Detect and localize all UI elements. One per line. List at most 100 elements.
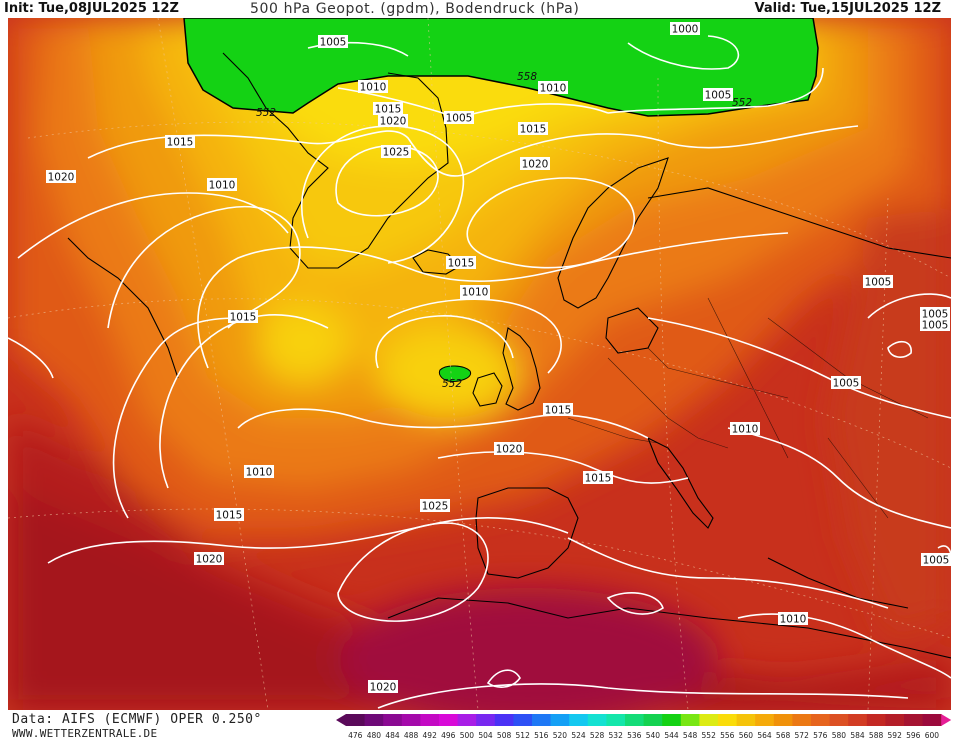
height-label: 558 (517, 71, 537, 83)
isobar-label: 1020 (520, 157, 550, 171)
valid-time: Valid: Tue,15JUL2025 12Z (754, 1, 941, 16)
colorbar-arrow-right (941, 714, 952, 726)
colorbar: 476 480 484 488 492 496 500 504 508 512 516 520 524 5… (336, 714, 952, 740)
isobar-label-text: 1020 (496, 444, 523, 456)
colorbar-cell (532, 714, 551, 726)
colorbar-cell (439, 714, 458, 726)
isobar-label: 1025 (381, 145, 411, 159)
colorbar-cell (718, 714, 737, 726)
isobar-label-text: 1020 (48, 172, 75, 184)
colorbar-tick-label: 516 (534, 731, 549, 740)
height-label: 552 (442, 378, 462, 390)
colorbar-tick-label: 520 (553, 731, 568, 740)
scandinavia-coast (557, 157, 669, 309)
iberia-coast (475, 487, 579, 579)
colorbar-tick-label: 592 (888, 731, 903, 740)
isobar-label-text: 1000 (672, 24, 699, 36)
isobar-label-text: 1010 (462, 287, 489, 299)
colorbar-tick-label: 548 (683, 731, 698, 740)
isobar-label: 1015 (214, 508, 244, 522)
colorbar-tick-label: 492 (423, 731, 438, 740)
colorbar-tick-label: 524 (571, 731, 586, 740)
turkey-coast (767, 557, 909, 609)
isobar-label: 1010 (538, 81, 568, 95)
isobar-label: 1015 (446, 256, 476, 270)
isobar-label: 1010 (778, 612, 808, 626)
height-label: 552 (256, 107, 276, 119)
init-time: Init: Tue,08JUL2025 12Z (4, 1, 179, 16)
height-labels: 552 558 552 552 (256, 71, 752, 390)
isobar-label: 1020 (194, 552, 224, 566)
map-canvas: 1005 1000 1010 1010 1005 1015 1020 1005 … (8, 18, 951, 710)
colorbar-tick-label: 568 (776, 731, 791, 740)
isobar-label-text: 1010 (540, 83, 567, 95)
isobar-label: 1005 (318, 35, 348, 49)
colorbar-tick-label: 564 (757, 731, 772, 740)
isobar-label: 1010 (358, 80, 388, 94)
colorbar-tick-label: 488 (404, 731, 419, 740)
isobar-label: 1005 (831, 376, 861, 390)
colorbar-tick-label: 512 (516, 731, 531, 740)
colorbar-cell (457, 714, 477, 726)
isobar-label-text: 1015 (545, 405, 572, 417)
isobar-label: 1010 (244, 465, 274, 479)
colorbar-tick-label: 540 (646, 731, 661, 740)
italy-coast (646, 436, 714, 529)
geopotential-field (8, 18, 951, 710)
isobar-label: 1020 (46, 170, 76, 184)
isobar-label-text: 1005 (922, 320, 949, 332)
isobar-label: 1005 (921, 553, 951, 567)
colorbar-cell (736, 714, 756, 726)
isobar-label-text: 1025 (383, 147, 410, 159)
colorbar-cell (866, 714, 886, 726)
colorbar-tick-label: 556 (720, 731, 735, 740)
isobar-label-text: 1010 (780, 614, 807, 626)
colorbar-cell (494, 714, 514, 726)
isobar-label: 1005 (920, 318, 950, 332)
ireland-coast (472, 372, 503, 407)
colorbar-cell (755, 714, 775, 726)
colorbar-tick-label: 560 (739, 731, 754, 740)
colorbar-cell (680, 714, 700, 726)
north-america-coast (67, 237, 179, 379)
cutoff-low-552 (438, 365, 472, 382)
colorbar-tick-label: 600 (925, 731, 940, 740)
isobar-label: 1025 (420, 499, 450, 513)
colorbar-tick-label: 580 (832, 731, 847, 740)
isobar-label: 1015 (228, 310, 258, 324)
isobar-label: 1020 (368, 680, 398, 694)
colorbar-cell (476, 714, 496, 726)
isobar-label: 1005 (863, 275, 893, 289)
isobar-label: 1000 (670, 22, 700, 36)
isobar-label-text: 1010 (732, 424, 759, 436)
isobar-label-text: 1005 (865, 277, 892, 289)
colorbar-cell (773, 714, 793, 726)
isobar-label-text: 1020 (370, 682, 397, 694)
colorbar-cell (420, 714, 440, 726)
isobar-label-text: 1015 (448, 258, 475, 270)
colorbar-cells (346, 714, 942, 726)
chart-title: 500 hPa Geopot. (gpdm), Bodendruck (hPa) (250, 1, 580, 17)
isobar-label: 1010 (730, 422, 760, 436)
colorbar-tick-label: 584 (850, 731, 865, 740)
website-link[interactable]: WWW.WETTERZENTRALE.DE (12, 727, 158, 740)
isobar-label-text: 1015 (167, 137, 194, 149)
isobar-label: 1020 (378, 114, 408, 128)
colorbar-cell (587, 714, 607, 726)
colorbar-tick-label: 496 (441, 731, 456, 740)
colorbar-tick-label: 500 (460, 731, 475, 740)
colorbar-tick-label: 504 (478, 731, 493, 740)
isobar-label-text: 1005 (923, 555, 950, 567)
isobar-label: 1015 (165, 135, 195, 149)
colorbar-cell (829, 714, 849, 726)
colorbar-tick-label: 528 (590, 731, 605, 740)
colorbar-arrow-left (336, 714, 346, 726)
isobar-label-text: 1005 (446, 113, 473, 125)
colorbar-cell (811, 714, 830, 726)
graticule (8, 18, 951, 710)
country-borders (567, 297, 929, 519)
isobar-label: 1020 (494, 442, 524, 456)
colorbar-tick-label: 536 (627, 731, 642, 740)
colorbar-cell (699, 714, 719, 726)
colorbar-tick-label: 484 (385, 731, 400, 740)
